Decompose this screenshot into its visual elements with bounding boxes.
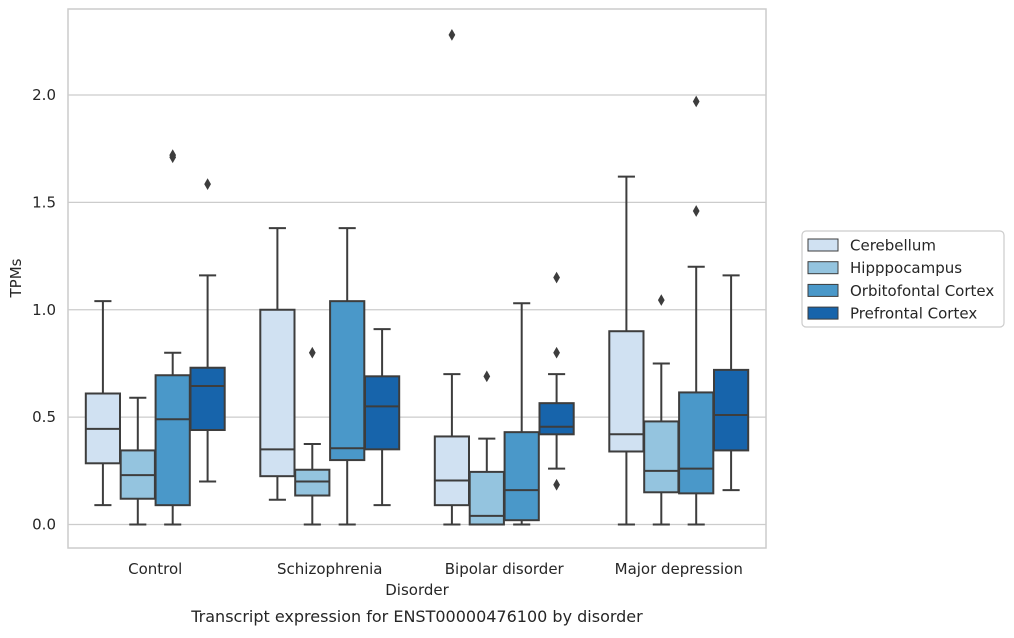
legend-swatch [807,238,839,252]
x-tick-label: Bipolar disorder [445,560,565,578]
iqr-box [154,374,191,507]
legend-frame [801,230,1005,328]
box-plot [538,271,575,491]
box-plot [154,149,191,526]
outlier-point [483,370,491,383]
y-tick-label: 0.0 [32,516,56,534]
y-axis-label: TPMs [7,258,25,298]
outlier-point [657,294,665,306]
iqr-box [538,402,575,436]
x-tick-label: Control [128,560,182,578]
y-tick-label: 1.5 [32,193,56,211]
box-plot [433,29,471,526]
iqr-box [503,431,540,522]
legend-swatch [807,261,839,275]
box-plot [678,95,715,526]
legend-label: Hipppocampus [850,259,962,277]
x-tick-label: Major depression [615,560,743,578]
box-plots [84,29,750,526]
iqr-box [712,368,750,452]
box-plot [468,370,505,526]
iqr-box [608,330,645,453]
outlier-point [553,271,560,284]
outlier-point [308,346,316,359]
box-plot [189,178,226,483]
box-plot [643,294,680,526]
outlier-point [553,478,560,491]
box-plot [329,227,366,526]
box-plot [503,302,540,526]
box-plot [294,346,331,526]
x-axis-label: Disorder [385,581,449,599]
box-plot [363,328,401,507]
x-tick-labels: Control Schizophrenia Bipolar disorder Majo… [128,560,743,578]
x-tick-label: Schizophrenia [277,560,382,578]
figure-caption: Transcript expression for ENST0000047610… [190,607,643,626]
legend-swatch [807,306,839,320]
outlier-point [553,346,560,359]
iqr-box [433,435,471,507]
box-plot [712,274,750,492]
outlier-point [204,178,211,190]
legend: Cerebellum Hipppocampus Orbitofontal Corte… [801,230,1005,328]
legend-label: Cerebellum [850,237,936,255]
iqr-box [643,420,680,494]
box-plot [608,175,645,526]
y-tick-label: 0.5 [32,408,56,426]
legend-swatch [807,283,839,297]
y-tick-label: 2.0 [32,86,56,104]
iqr-box [259,308,296,478]
iqr-box [363,375,401,451]
y-tick-labels: 0.0 0.5 1.0 1.5 2.0 [32,86,56,534]
outlier-point [692,205,700,217]
iqr-box [678,391,715,495]
legend-label: Prefrontal Cortex [850,305,977,323]
outlier-point [692,95,700,108]
outlier-point [448,29,456,41]
iqr-box [329,300,366,462]
iqr-box [189,366,226,432]
outlier-point [169,149,177,161]
plot-area-frame [67,8,767,549]
box-plot [84,300,122,507]
box-plot [119,396,156,526]
iqr-box [294,468,331,497]
legend-label: Orbitofontal Cortex [850,282,994,300]
y-tick-label: 1.0 [32,301,56,319]
box-plot [259,227,296,501]
